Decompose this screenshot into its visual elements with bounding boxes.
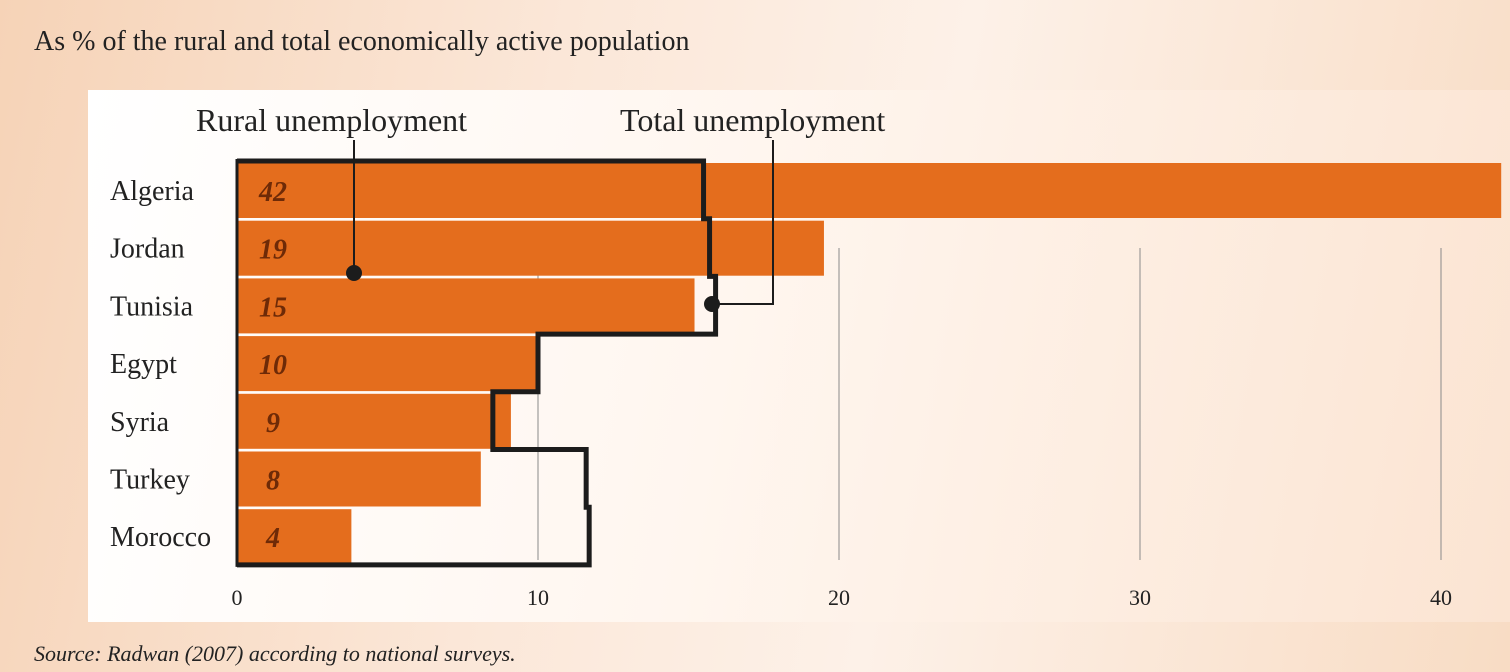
bar: [237, 336, 538, 392]
category-label: Syria: [110, 407, 170, 438]
legend-total-leader: [712, 140, 774, 305]
category-label: Egypt: [110, 349, 177, 380]
x-tick-label: 30: [1129, 585, 1151, 610]
value-label: 42: [258, 177, 287, 208]
x-tick-label: 40: [1430, 585, 1452, 610]
x-tick-label: 10: [527, 585, 549, 610]
x-tick-label: 20: [828, 585, 850, 610]
category-label: Algeria: [110, 176, 195, 207]
source-note: Source: Radwan (2007) according to natio…: [34, 641, 516, 666]
total-unemployment-line: [237, 158, 719, 568]
legend: Rural unemployment Total unemployment: [196, 102, 885, 312]
category-label: Turkey: [110, 465, 190, 496]
value-label: 9: [266, 408, 280, 439]
total-unemployment-outline: [235, 158, 719, 568]
value-label: 4: [265, 523, 280, 554]
value-label: 8: [266, 466, 280, 497]
bar: [237, 163, 1502, 218]
legend-total-label: Total unemployment: [620, 102, 885, 138]
x-tick-labels: 0 10 20 30 40: [232, 585, 1453, 610]
bar: [237, 220, 824, 276]
value-label: 15: [259, 292, 287, 323]
value-label: 19: [259, 235, 287, 266]
bar: [237, 509, 352, 565]
rural-bars: [237, 163, 1502, 565]
chart-subtitle: As % of the rural and total economically…: [34, 26, 690, 57]
legend-total-dot: [704, 296, 720, 312]
category-label: Tunisia: [110, 291, 194, 322]
bar: [237, 393, 511, 449]
category-label: Jordan: [110, 234, 185, 265]
bar: [237, 278, 695, 334]
category-label: Morocco: [110, 522, 211, 553]
legend-rural-label: Rural unemployment: [196, 102, 467, 138]
x-tick-label: 0: [232, 585, 243, 610]
legend-rural-dot: [346, 265, 362, 281]
value-labels: 42 19 15 10 9 8 4: [258, 177, 287, 554]
bar: [237, 451, 481, 507]
category-labels: Algeria Jordan Tunisia Egypt Syria Turkey Moro…: [110, 176, 211, 553]
value-label: 10: [259, 350, 287, 381]
